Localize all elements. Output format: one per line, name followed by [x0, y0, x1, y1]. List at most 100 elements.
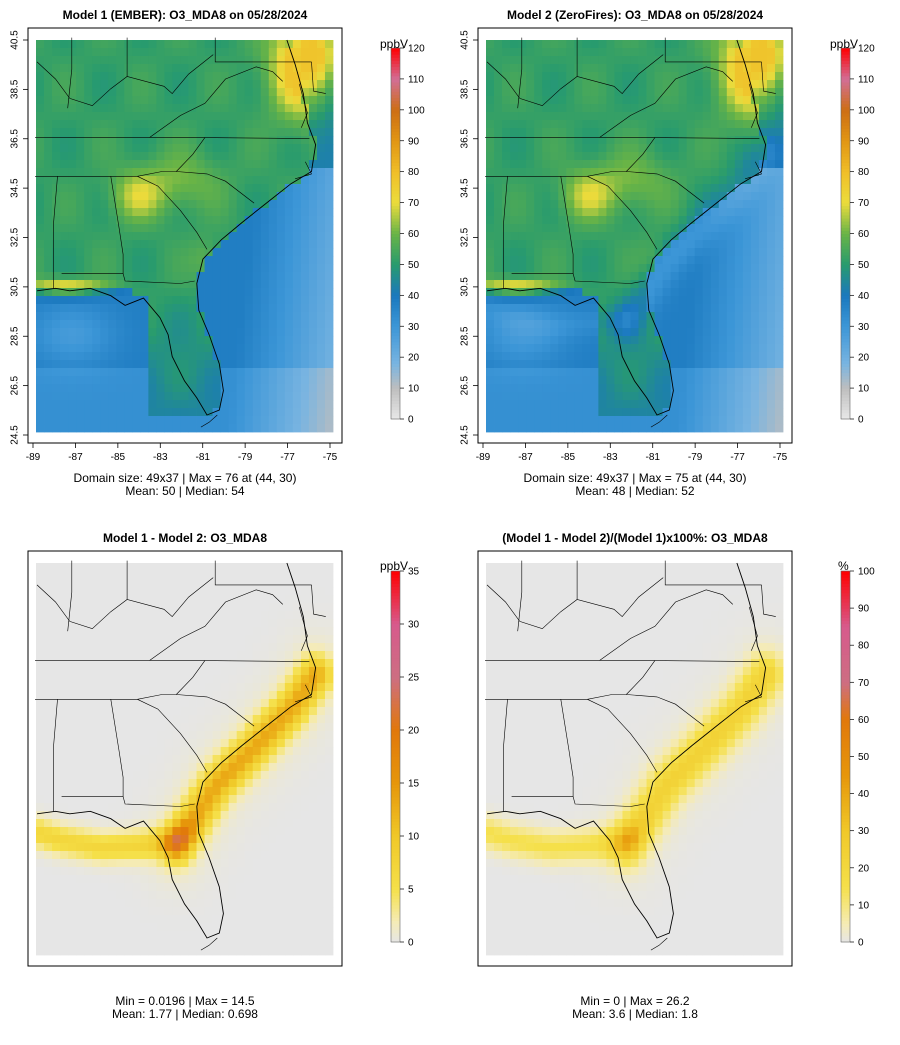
- colorbar-difference: 0 5 10 15 20 25 30 35: [390, 567, 420, 949]
- panel-title: Model 2 (ZeroFires): O3_MDA8 on 05/28/20…: [506, 8, 764, 22]
- state-border: [137, 699, 208, 773]
- state-border: [599, 66, 734, 138]
- state-border: [664, 37, 762, 63]
- coastal-sound: [298, 606, 308, 651]
- coastline: [36, 39, 317, 416]
- state-border: [517, 37, 523, 109]
- state-border: [35, 694, 255, 727]
- colorbar-tick-label: 35: [408, 567, 420, 578]
- field-grid: [486, 40, 784, 433]
- colorbar-tick-label: 90: [858, 604, 870, 615]
- x-tick-label: -87: [518, 452, 533, 463]
- y-tick-label: 36.5: [10, 129, 21, 149]
- map-plot-percent-difference: [477, 550, 793, 967]
- colorbar-tick-label: 50: [408, 260, 420, 271]
- colorbar-tick-label: 60: [858, 715, 870, 726]
- colorbar-tick-label: 50: [858, 260, 870, 271]
- panel-model2: Model 2 (ZeroFires): O3_MDA8 on 05/28/20…: [450, 0, 900, 522]
- summary-line-2: Mean: 1.77 | Median: 0.698: [112, 1007, 258, 1021]
- state-border: [53, 699, 58, 812]
- x-tick-label: -83: [153, 452, 168, 463]
- colorbar-tick-label: 10: [408, 384, 420, 395]
- y-tick-label: 30.5: [460, 277, 471, 297]
- state-border: [137, 176, 208, 250]
- map-plot-model2: -89 -87 -85 -83 -81 -79 -77 -75 24.5 26.5 28.5 30.5…: [460, 27, 793, 463]
- y-tick-label: 28.5: [10, 326, 21, 346]
- state-border: [503, 176, 508, 289]
- colorbar-tick-label: 30: [408, 620, 420, 631]
- summary-line-1: Domain size: 49x37 | Max = 75 at (44, 30…: [523, 471, 747, 485]
- x-tick-label: -89: [476, 452, 491, 463]
- colorbar-tick-label: 100: [408, 105, 425, 116]
- panel-title: (Model 1 - Model 2)/(Model 1)x100%: O3_M…: [502, 531, 768, 545]
- colorbar-tick-label: 0: [408, 415, 414, 426]
- state-border: [599, 589, 734, 661]
- field-grid: [36, 563, 334, 956]
- state-border: [35, 171, 255, 204]
- state-border: [503, 699, 508, 812]
- colorbar-tick-label: 25: [408, 673, 420, 684]
- y-tick-label: 32.5: [10, 227, 21, 247]
- colorbar-tick-label: 70: [408, 198, 420, 209]
- colorbar-tick-label: 20: [408, 353, 420, 364]
- state-border: [311, 584, 326, 617]
- colorbar-tick-label: 90: [408, 136, 420, 147]
- colorbar-tick-label: 30: [858, 826, 870, 837]
- colorbar-tick-label: 30: [408, 322, 420, 333]
- state-border: [36, 54, 214, 107]
- state-border: [761, 61, 776, 94]
- colorbar-unit: %: [838, 559, 849, 573]
- state-border: [53, 176, 58, 289]
- colorbar-tick-label: 100: [858, 567, 875, 578]
- coastal-sound: [748, 83, 758, 128]
- state-border: [67, 560, 73, 632]
- colorbar-tick-label: 110: [858, 74, 874, 85]
- panel-title: Model 1 - Model 2: O3_MDA8: [102, 531, 268, 545]
- colorbar-tick-label: 60: [408, 229, 420, 240]
- coastal-sound: [295, 684, 312, 703]
- colorbar-model1: 0 10 20 30 40 50 60 70 80 90 100 110 120: [390, 44, 425, 426]
- field-grid: [486, 563, 784, 956]
- coastal-sound: [200, 414, 218, 428]
- y-tick-label: 38.5: [10, 79, 21, 99]
- x-tick-label: -79: [238, 452, 253, 463]
- y-tick-label: 40.5: [10, 30, 21, 50]
- coastline: [36, 562, 317, 939]
- x-tick-label: -83: [603, 452, 618, 463]
- state-border: [517, 560, 523, 632]
- state-border: [67, 37, 73, 109]
- state-border: [149, 589, 284, 661]
- colorbar-model2: 0 10 20 30 40 50 60 70 80 90 100 110 120: [840, 44, 875, 426]
- colorbar-tick-label: 40: [858, 789, 870, 800]
- colorbar-tick-label: 120: [858, 44, 875, 55]
- x-tick-label: -79: [688, 452, 703, 463]
- colorbar-tick-label: 80: [858, 167, 870, 178]
- state-border: [664, 560, 762, 586]
- colorbar-tick-label: 10: [858, 900, 870, 911]
- y-tick-label: 30.5: [10, 277, 21, 297]
- state-border: [61, 796, 195, 807]
- coastal-sound: [298, 83, 308, 128]
- map-plot-model1: -89 -87 -85 -83 -81 -79 -77 -75 24.5 26.5 28.5 30.5…: [10, 27, 343, 463]
- y-tick-label: 24.5: [10, 425, 21, 445]
- y-tick-label: 26.5: [10, 375, 21, 395]
- coastal-sound: [200, 937, 218, 951]
- state-border: [485, 660, 760, 662]
- colorbar-tick-label: 10: [408, 832, 420, 843]
- state-border: [110, 699, 124, 797]
- y-tick-label: 36.5: [460, 129, 471, 149]
- colorbar-tick-label: 70: [858, 198, 870, 209]
- map-plot-difference: [27, 550, 343, 967]
- colorbar-unit: ppbV: [380, 559, 409, 573]
- colorbar-unit: ppbV: [380, 37, 409, 51]
- coastal-sound: [748, 606, 758, 651]
- colorbar-tick-label: 20: [858, 353, 870, 364]
- x-tick-label: -81: [645, 452, 660, 463]
- x-tick-label: -85: [561, 452, 576, 463]
- state-border: [485, 694, 705, 727]
- state-border: [61, 273, 195, 284]
- summary-line-2: Mean: 50 | Median: 54: [125, 484, 245, 498]
- state-border: [587, 699, 658, 773]
- colorbar-tick-label: 40: [858, 291, 870, 302]
- x-tick-label: -89: [26, 452, 41, 463]
